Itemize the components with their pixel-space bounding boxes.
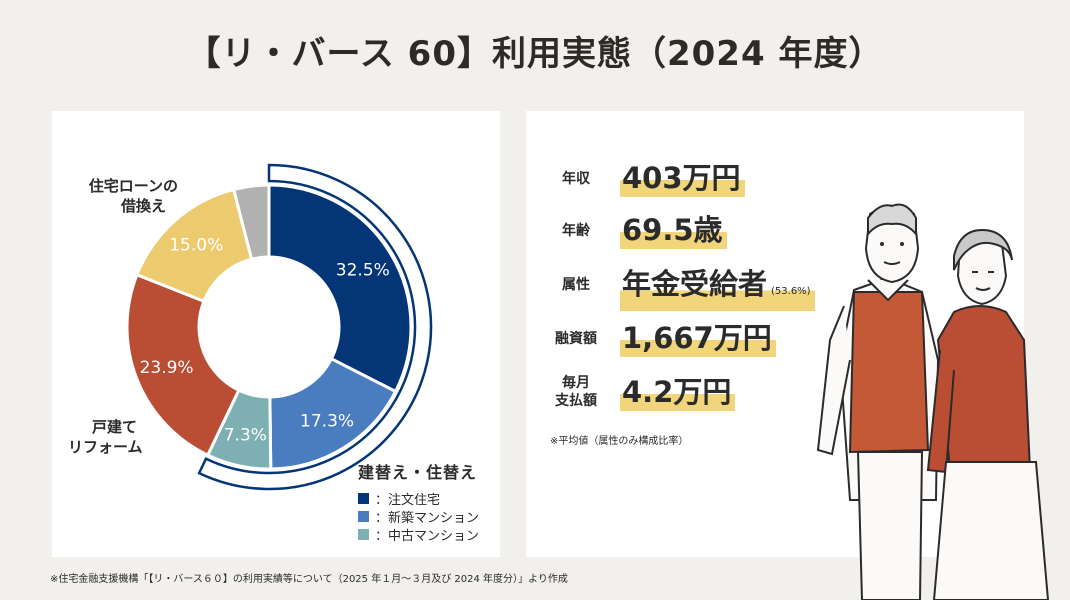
stat-value: 1,667万円	[620, 319, 776, 357]
legend-label: ：中古マンション	[375, 528, 480, 544]
legend-swatch	[358, 492, 369, 504]
refinance-category-label: 住宅ローンの 借換え	[88, 177, 178, 215]
stat-label: 毎月 支払額	[555, 375, 597, 409]
slice-value-label: 17.3%	[300, 411, 354, 431]
stat-label: 属性	[562, 277, 590, 293]
page-title: 【リ・バース 60】利用実態（2024 年度）	[186, 34, 884, 74]
stat-value: 403万円	[620, 159, 745, 197]
stat-label: 年収	[562, 171, 590, 187]
legend-title: 建替え・住替え	[358, 463, 478, 482]
group-outline-bracket	[197, 163, 433, 491]
stat-note: (53.6%)	[771, 286, 811, 297]
legend-label: ：新築マンション	[375, 510, 480, 526]
legend-swatch	[358, 510, 369, 522]
donut-slice	[125, 272, 241, 458]
elderly-man-figure	[816, 203, 940, 600]
legend-item: ：注文住宅	[358, 489, 479, 508]
stat-value: 4.2万円	[620, 373, 736, 411]
donut-chart: 32.5% 17.3% 7.3% 23.9% 15.0%	[125, 163, 433, 491]
reform-category-label: 戸建て リフォーム	[68, 418, 143, 456]
stat-value: 年金受給者 (53.6%)	[620, 265, 815, 311]
donut-slice	[268, 356, 398, 471]
legend-swatch	[358, 528, 369, 540]
slice-value-label: 23.9%	[140, 358, 194, 378]
donut-slice	[267, 183, 413, 394]
legend-item: ：新築マンション	[358, 507, 480, 526]
average-note: ※平均値（属性のみ構成比率）	[550, 436, 689, 447]
slice-value-label: 15.0%	[169, 235, 223, 255]
slice-value-label: 7.3%	[224, 425, 267, 445]
stat-label: 年齢	[562, 223, 590, 239]
donut-chart-panel: 32.5% 17.3% 7.3% 23.9% 15.0% 住宅ローンの 借換え 戸建て …	[52, 111, 500, 557]
elderly-woman-figure	[926, 228, 1050, 600]
legend-item: ：中古マンション	[358, 525, 480, 544]
stat-value: 69.5歳	[620, 211, 727, 249]
chart-legend: 建替え・住替え ：注文住宅 ：新築マンション ：中古マンション	[358, 459, 480, 544]
slice-value-label: 32.5%	[336, 261, 390, 281]
elderly-couple-illustration	[816, 203, 1050, 600]
donut-slice	[231, 183, 271, 262]
stat-label: 融資額	[555, 331, 597, 347]
source-note: ※住宅金融支援機構「【リ・バース６０】の利用実績等について（2025 年１月～３…	[50, 574, 568, 585]
legend-label: ：注文住宅	[375, 492, 441, 508]
